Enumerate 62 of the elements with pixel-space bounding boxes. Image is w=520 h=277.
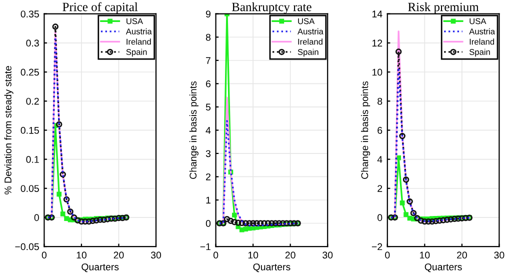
chart-title: Bankruptcy rate — [232, 2, 312, 14]
y-tick-label: 5 — [206, 104, 211, 111]
legend-label: Austria — [298, 28, 324, 34]
y-tick-label: 6 — [378, 126, 382, 134]
x-axis-title: Quarters — [82, 263, 119, 272]
y-tick-label: 0 — [378, 214, 382, 222]
x-axis-title: Quarters — [424, 263, 462, 272]
y-tick-label: 0.25 — [20, 68, 39, 76]
legend-label: Austria — [126, 28, 152, 34]
x-tick-label: 0 — [385, 252, 390, 259]
y-tick-label: 6 — [206, 80, 211, 88]
x-tick-label: 0 — [42, 252, 47, 259]
y-axis-title: % Deviation from steady state — [4, 66, 14, 194]
y-tick-label: 4 — [377, 156, 382, 163]
x-tick-label: 10 — [248, 252, 258, 259]
chart-title: Risk premium — [408, 2, 479, 14]
legend-label: Spain — [469, 48, 490, 57]
y-tick-label: −2 — [372, 243, 382, 250]
legend-label: Ireland — [470, 38, 494, 45]
y-axis-title: Change in basis points — [361, 81, 370, 179]
y-tick-label: 8 — [378, 98, 382, 105]
legend-label: USA — [298, 18, 315, 24]
y-tick-label: −1 — [200, 243, 210, 250]
y-tick-label: 0.15 — [20, 126, 39, 134]
y-tick-label: 0 — [206, 220, 211, 227]
x-axis-title: Quarters — [253, 263, 290, 272]
y-tick-label: 0.35 — [20, 10, 39, 18]
x-tick-label: 10 — [76, 252, 86, 259]
x-tick-label: 20 — [114, 252, 124, 259]
y-tick-label: 0.2 — [26, 98, 39, 105]
x-tick-label: 10 — [420, 252, 430, 259]
y-tick-label: 3 — [206, 150, 211, 158]
y-tick-label: 0 — [34, 214, 39, 222]
y-tick-label: −0.05 — [15, 243, 39, 250]
legend-label: Austria — [469, 28, 496, 34]
y-tick-label: 1 — [206, 196, 210, 204]
y-tick-label: 2 — [206, 173, 210, 180]
legend-label: Ireland — [126, 38, 151, 45]
x-tick-label: 20 — [285, 252, 296, 259]
x-tick-label: 30 — [494, 252, 504, 259]
y-tick-label: 7 — [206, 57, 210, 64]
y-tick-label: 0.3 — [26, 40, 39, 47]
x-tick-label: 30 — [322, 252, 333, 259]
y-tick-label: 0.05 — [20, 185, 39, 192]
chart-title: Price of capital — [62, 2, 138, 14]
x-tick-label: 20 — [457, 252, 467, 259]
y-tick-label: 4 — [206, 127, 211, 134]
y-tick-label: 14 — [372, 10, 382, 18]
y-tick-label: 8 — [206, 34, 211, 41]
legend-label: Spain — [126, 48, 147, 57]
x-tick-label: 30 — [150, 252, 162, 259]
y-tick-label: 10 — [372, 68, 382, 76]
y-tick-label: 12 — [372, 40, 382, 46]
y-axis-title: Change in basis points — [189, 81, 198, 179]
y-tick-label: 0.1 — [26, 156, 39, 163]
y-tick-label: 2 — [378, 185, 382, 192]
legend-label: Spain — [298, 48, 318, 57]
legend-label: USA — [470, 18, 486, 24]
legend-label: Ireland — [298, 38, 322, 45]
x-tick-label: 0 — [213, 252, 218, 259]
y-tick-label: 9 — [206, 10, 210, 18]
legend-label: USA — [126, 18, 144, 24]
